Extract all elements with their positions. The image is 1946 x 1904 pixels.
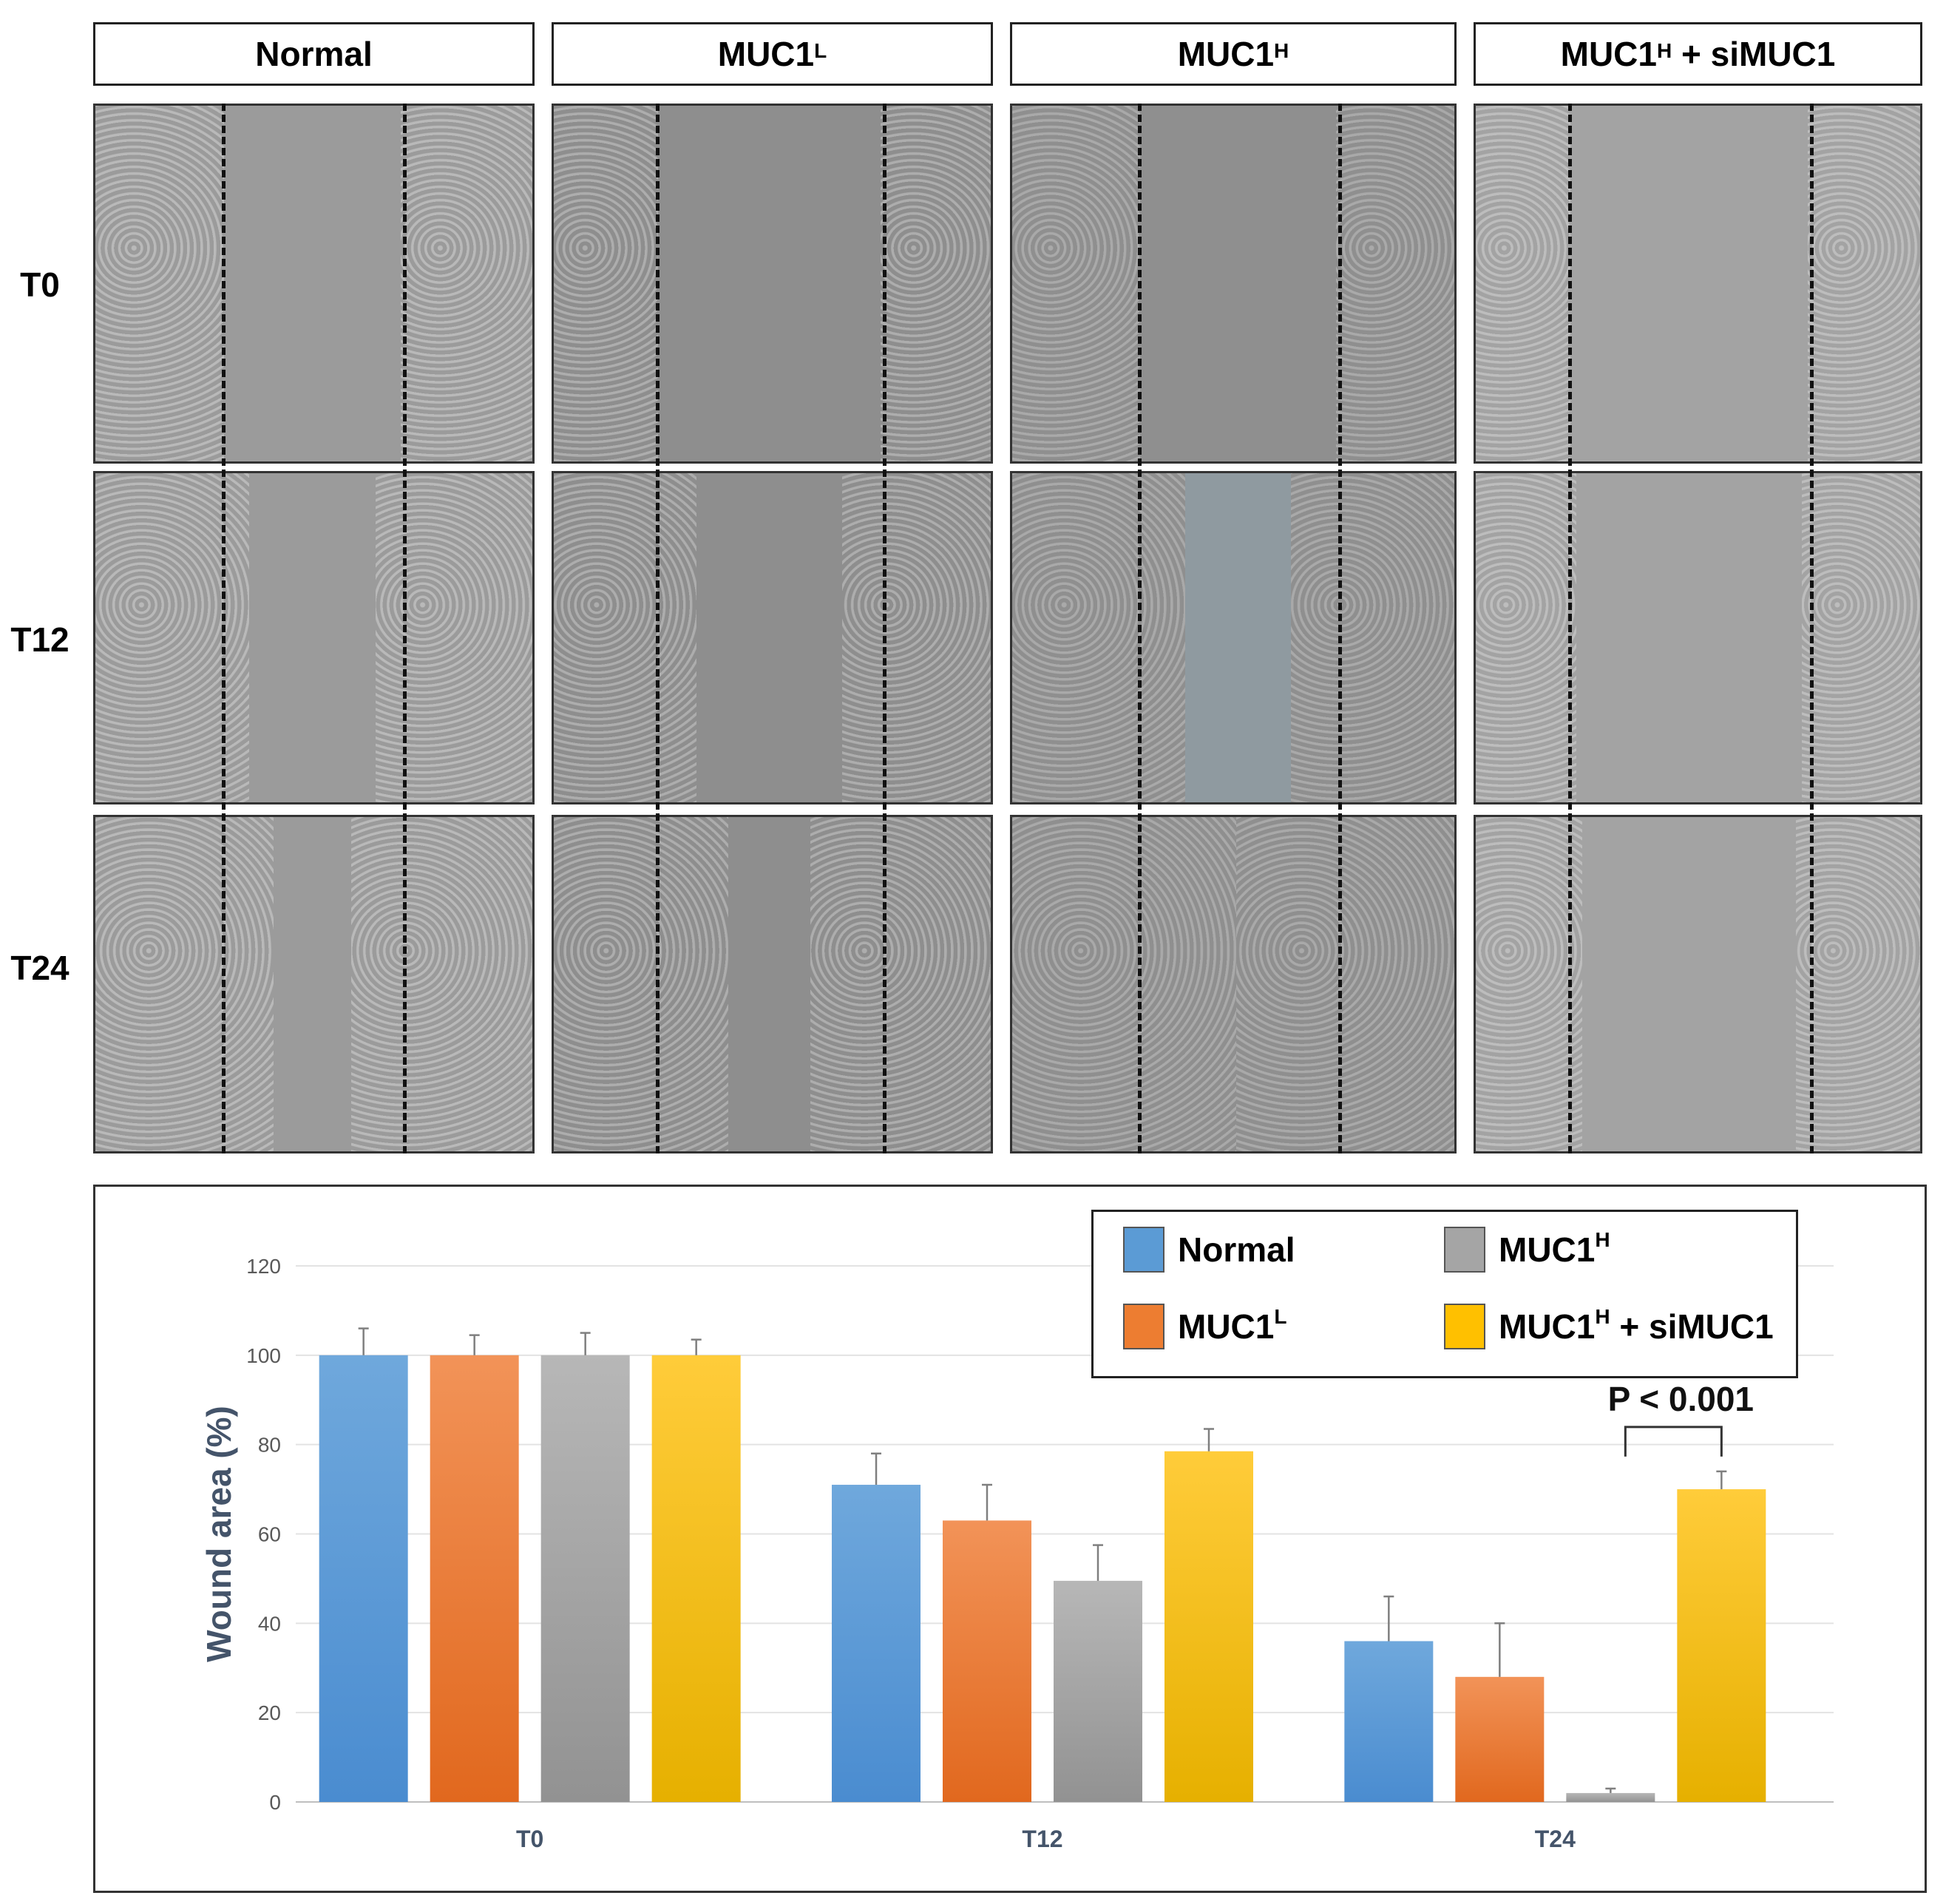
micrograph-panel — [93, 471, 535, 804]
micrograph-panel — [1474, 104, 1922, 464]
row-label-t0: T0 — [20, 265, 60, 304]
legend-swatch-muc1h-simuc1 — [1444, 1304, 1485, 1349]
column-header-muc1h: MUC1 H — [1010, 22, 1457, 86]
cell-monolayer — [554, 106, 658, 461]
cell-monolayer — [1801, 473, 1920, 802]
cell-monolayer — [554, 473, 697, 802]
wound-edge-line — [222, 104, 226, 1153]
column-header-muc1l: MUC1 L — [552, 22, 993, 86]
column-header-muc1l-base: MUC1 — [717, 35, 815, 73]
legend-label-muc1h: MUC1H — [1499, 1227, 1610, 1269]
micrograph-panel — [1474, 471, 1922, 804]
legend-swatch-normal — [1123, 1227, 1164, 1273]
column-header-muc1h-simuc1: MUC1 H + siMUC1 — [1474, 22, 1922, 86]
cell-monolayer — [841, 473, 991, 802]
cell-monolayer — [810, 817, 991, 1151]
cell-monolayer — [1476, 817, 1583, 1151]
chart-legend: Normal MUC1H MUC1L MUC1H + siMUC1 — [1091, 1210, 1798, 1378]
micrograph-panel — [552, 815, 993, 1153]
column-header-muc1h-base: MUC1 — [1177, 35, 1275, 73]
legend-label-muc1h-simuc1: MUC1H + siMUC1 — [1499, 1304, 1774, 1346]
legend-swatch-muc1h — [1444, 1227, 1485, 1273]
micrograph-panel — [1010, 104, 1457, 464]
cell-monolayer — [95, 817, 274, 1151]
cell-monolayer — [1808, 106, 1920, 461]
cell-monolayer — [1235, 817, 1454, 1151]
wound-edge-line — [1138, 104, 1142, 1153]
cell-monolayer — [1795, 817, 1920, 1151]
legend-swatch-muc1l — [1123, 1304, 1164, 1349]
wound-edge-line — [883, 104, 886, 1153]
legend-item-muc1l: MUC1L — [1123, 1304, 1286, 1349]
micrograph-panel — [1474, 815, 1922, 1153]
cell-monolayer — [1012, 106, 1140, 461]
wound-edge-line — [403, 104, 407, 1153]
legend-label-muc1l: MUC1L — [1178, 1304, 1287, 1346]
cell-monolayer — [95, 473, 250, 802]
column-header-normal: Normal — [93, 22, 535, 86]
column-header-muc1h-sup: H — [1274, 39, 1289, 62]
micrograph-panel — [552, 104, 993, 464]
micrograph-panel — [93, 815, 535, 1153]
cell-monolayer — [554, 817, 729, 1151]
micrograph-panel — [1010, 471, 1457, 804]
cell-monolayer — [1012, 473, 1185, 802]
column-header-muc1h-simuc1-base: MUC1 — [1560, 35, 1657, 73]
cell-monolayer — [1012, 817, 1241, 1151]
cell-monolayer — [1476, 473, 1577, 802]
cell-monolayer — [375, 473, 532, 802]
cell-monolayer — [1476, 106, 1570, 461]
column-header-normal-label: Normal — [255, 35, 373, 73]
cell-monolayer — [95, 106, 224, 461]
micrograph-panel — [93, 104, 535, 464]
column-header-muc1l-sup: L — [814, 39, 827, 62]
legend-item-muc1h-simuc1: MUC1H + siMUC1 — [1444, 1304, 1774, 1349]
legend-label-normal: Normal — [1178, 1230, 1295, 1269]
wound-edge-line — [656, 104, 660, 1153]
micrograph-panel — [1010, 815, 1457, 1153]
micrograph-panel — [552, 471, 993, 804]
wound-edge-line — [1338, 104, 1342, 1153]
row-label-t12: T12 — [10, 620, 70, 659]
cell-monolayer — [350, 817, 532, 1151]
cell-monolayer — [1291, 473, 1454, 802]
column-header-muc1h-simuc1-sup: H — [1656, 39, 1672, 62]
wound-edge-line — [1810, 104, 1814, 1153]
row-label-t24: T24 — [10, 949, 70, 987]
cell-monolayer — [1336, 106, 1454, 461]
wound-edge-line — [1568, 104, 1572, 1153]
legend-item-normal: Normal — [1123, 1227, 1295, 1273]
cell-monolayer — [401, 106, 532, 461]
cell-monolayer — [881, 106, 991, 461]
column-header-muc1h-simuc1-suffix: + siMUC1 — [1672, 35, 1836, 73]
legend-item-muc1h: MUC1H — [1444, 1227, 1610, 1273]
